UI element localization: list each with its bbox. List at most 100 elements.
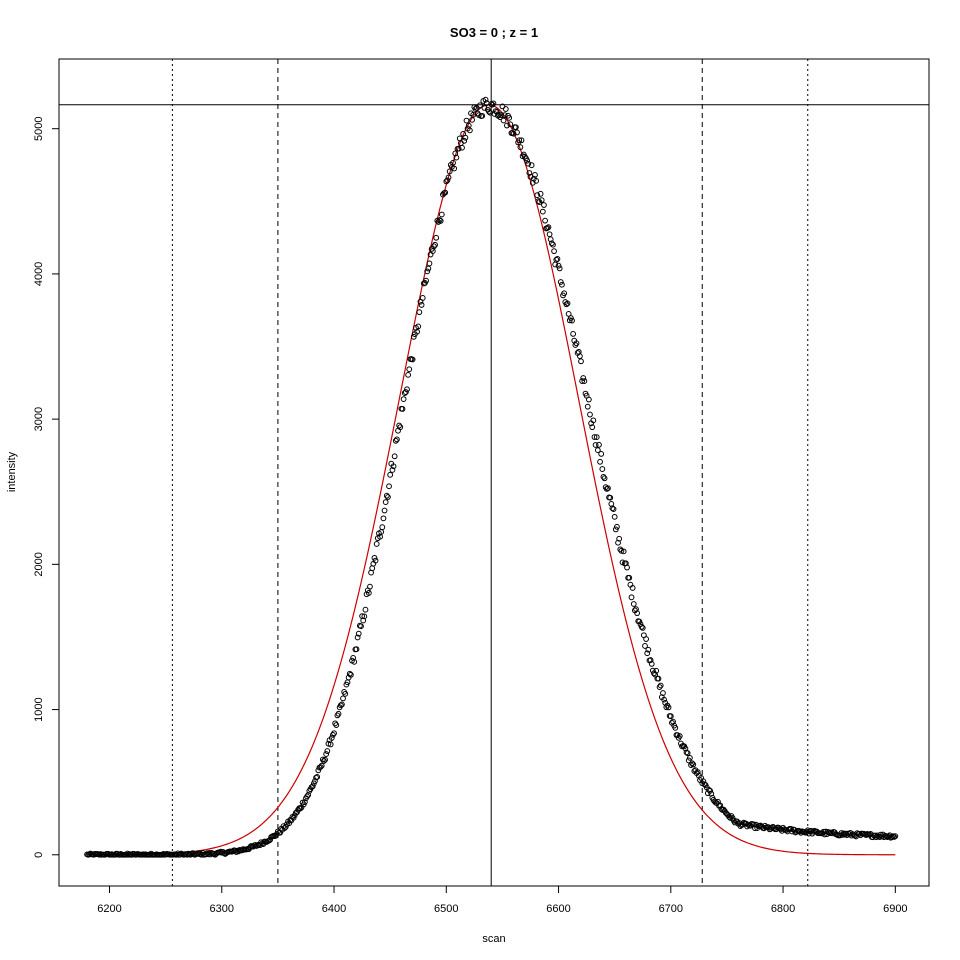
observed-point [498,112,505,118]
observed-point [405,371,412,378]
observed-point [544,225,551,231]
observed-points-layer [84,96,899,858]
observed-point [553,256,560,263]
observed-point [526,170,533,176]
observed-point [665,704,672,711]
observed-point [492,108,499,114]
observed-point [318,762,325,769]
observed-point [351,658,358,665]
observed-point [217,848,224,855]
observed-point [690,761,697,768]
observed-point [676,733,683,739]
observed-point [615,539,621,546]
observed-point [432,241,438,248]
observed-point [501,112,508,119]
observed-point [576,353,583,360]
observed-point [592,442,599,448]
observed-point [707,787,713,794]
observed-point [607,494,614,501]
observed-point [594,447,601,454]
reference-lines [59,59,929,886]
observed-point [324,748,331,754]
observed-point [381,507,388,514]
observed-point [442,189,449,196]
observed-point [406,366,413,373]
observed-point [555,262,562,269]
observed-point [667,713,674,720]
observed-point [512,124,519,131]
observed-point [591,434,598,440]
observed-point [653,667,660,674]
observed-point [309,783,316,790]
observed-point [402,389,409,395]
observed-point [559,281,565,288]
observed-point [445,174,452,181]
observed-point [533,177,539,184]
observed-point [328,735,335,741]
observed-point [585,396,592,403]
observed-point [636,618,643,625]
observed-point [535,198,542,205]
observed-point [365,590,372,596]
observed-point [618,547,625,554]
observed-point [367,583,373,590]
observed-point [626,574,633,581]
observed-point [399,406,406,412]
y-axis: 0 1000 2000 3000 4000 5000 [33,116,59,858]
observed-point [431,243,437,250]
y-tick-label: 3000 [33,407,45,431]
observed-point [639,624,646,631]
observed-point [450,159,456,166]
plot-area [59,59,929,886]
x-tick-label: 6500 [434,903,458,915]
plot-frame [58,58,930,887]
observed-point [609,505,616,512]
observed-point [319,756,326,763]
observed-point [518,137,525,144]
observed-point [514,129,520,136]
observed-point [337,702,344,709]
observed-point [864,830,871,837]
observed-point [394,436,400,443]
observed-point [385,494,391,500]
observed-point [525,160,532,167]
x-tick-label: 6800 [771,903,795,915]
observed-point [416,309,423,316]
observed-point [437,218,444,224]
observed-point [331,730,337,737]
observed-point [644,650,651,657]
observed-point [391,453,398,460]
observed-point [327,741,334,748]
observed-point [436,217,443,223]
observed-point [335,710,342,717]
observed-point [892,833,899,840]
observed-point [415,323,422,330]
observed-point [534,192,541,199]
observed-point [477,102,483,109]
observed-point [628,594,635,601]
observed-point [322,756,328,763]
observed-point [361,613,368,620]
observed-point [573,340,580,347]
y-tick-label: 0 [33,852,45,858]
observed-point [564,300,571,307]
observed-point [638,623,645,630]
observed-point [446,168,453,175]
observed-point [891,834,898,840]
y-axis-label: intensity [6,451,18,492]
observed-point [323,751,330,757]
observed-point [563,301,570,308]
observed-point [557,279,564,285]
observed-point [418,302,425,308]
observed-point [304,793,310,800]
observed-point [346,670,353,677]
observed-point [620,548,627,555]
observed-point [389,467,396,473]
observed-point [643,636,650,642]
observed-point [657,682,664,689]
observed-point [605,485,611,492]
observed-point [379,524,386,531]
observed-point [390,463,397,470]
observed-point [890,833,896,840]
observed-point [425,265,432,272]
